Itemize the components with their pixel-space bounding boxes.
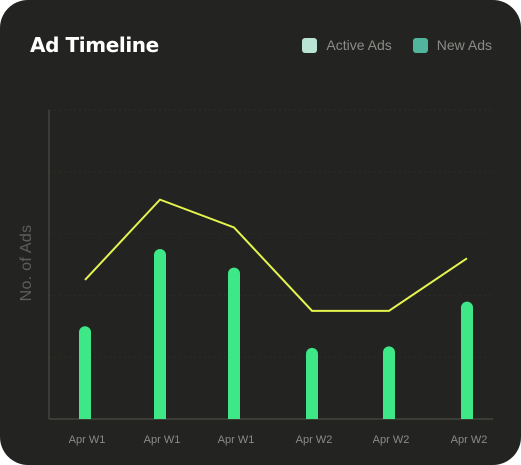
bar-base-new-ads-5	[383, 413, 395, 419]
bar-new-ads-1	[79, 326, 91, 419]
legend-item-active-ads[interactable]: Active Ads	[302, 37, 392, 53]
bar-base-new-ads-3	[228, 413, 240, 419]
legend-swatch-active-ads	[302, 37, 318, 53]
bar-new-ads-2	[154, 249, 166, 419]
legend-swatch-new-ads	[412, 37, 428, 53]
x-tick-label-5: Apr W2	[373, 434, 410, 446]
bar-base-new-ads-6	[461, 413, 473, 419]
bar-base-new-ads-1	[79, 413, 91, 419]
bar-new-ads-5	[383, 346, 395, 419]
x-tick-label-1: Apr W1	[69, 434, 106, 446]
legend: Active Ads New Ads	[302, 37, 492, 53]
bar-new-ads-3	[228, 267, 240, 419]
chart-title: Ad Timeline	[30, 33, 159, 57]
x-tick-label-2: Apr W1	[144, 434, 181, 446]
bar-base-new-ads-4	[306, 413, 318, 419]
line-active-ads	[84, 198, 468, 312]
bar-new-ads-6	[461, 301, 473, 419]
bar-base-new-ads-2	[154, 413, 166, 419]
bar-new-ads-4	[306, 347, 318, 419]
x-tick-label-6: Apr W2	[451, 434, 488, 446]
x-tick-label-3: Apr W1	[218, 434, 255, 446]
legend-label-active-ads: Active Ads	[326, 37, 392, 53]
x-tick-label-4: Apr W2	[296, 434, 333, 446]
legend-item-new-ads[interactable]: New Ads	[412, 37, 492, 53]
legend-label-new-ads: New Ads	[436, 37, 492, 53]
